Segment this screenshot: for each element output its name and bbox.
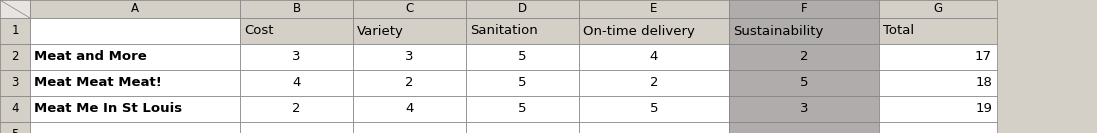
Bar	[730, 122, 879, 133]
Text: Cost: Cost	[244, 24, 273, 38]
Bar	[30, 18, 240, 44]
Bar	[879, 122, 997, 133]
Text: 5: 5	[649, 103, 658, 115]
Bar	[0, 96, 30, 122]
Bar	[879, 44, 997, 70]
Bar	[466, 0, 579, 18]
Bar	[240, 44, 353, 70]
Bar	[879, 96, 997, 122]
Text: 5: 5	[518, 103, 527, 115]
Text: C: C	[406, 3, 414, 16]
Text: Variety: Variety	[357, 24, 404, 38]
Bar	[466, 122, 579, 133]
Bar	[353, 44, 466, 70]
Bar	[30, 70, 240, 96]
Bar	[30, 96, 240, 122]
Bar	[30, 44, 240, 70]
Text: A: A	[131, 3, 139, 16]
Text: 2: 2	[405, 76, 414, 90]
Text: 3: 3	[292, 51, 301, 63]
Bar	[579, 96, 730, 122]
Bar	[353, 70, 466, 96]
Bar	[240, 96, 353, 122]
Bar	[0, 44, 30, 70]
Bar	[353, 0, 466, 18]
Bar	[466, 44, 579, 70]
Bar	[466, 70, 579, 96]
Text: 4: 4	[405, 103, 414, 115]
Bar	[0, 0, 30, 18]
Bar	[579, 44, 730, 70]
Text: 3: 3	[800, 103, 808, 115]
Bar	[240, 0, 353, 18]
Bar	[730, 0, 879, 18]
Bar	[579, 70, 730, 96]
Text: Total: Total	[883, 24, 914, 38]
Bar	[879, 0, 997, 18]
Text: 4: 4	[292, 76, 301, 90]
Bar	[0, 122, 30, 133]
Bar	[879, 70, 997, 96]
Text: 2: 2	[292, 103, 301, 115]
Text: 19: 19	[975, 103, 992, 115]
Bar	[730, 18, 879, 44]
Bar	[466, 18, 579, 44]
Text: F: F	[801, 3, 807, 16]
Text: 4: 4	[649, 51, 658, 63]
Text: 3: 3	[405, 51, 414, 63]
Text: 2: 2	[800, 51, 808, 63]
Bar	[579, 122, 730, 133]
Bar	[0, 70, 30, 96]
Text: 5: 5	[11, 128, 19, 133]
Bar	[730, 44, 879, 70]
Bar	[0, 18, 30, 44]
Text: Meat Meat Meat!: Meat Meat Meat!	[34, 76, 162, 90]
Bar	[240, 122, 353, 133]
Text: Meat Me In St Louis: Meat Me In St Louis	[34, 103, 182, 115]
Text: G: G	[934, 3, 942, 16]
Text: Sanitation: Sanitation	[470, 24, 538, 38]
Text: 4: 4	[11, 103, 19, 115]
Text: 18: 18	[975, 76, 992, 90]
Bar	[30, 122, 240, 133]
Text: 5: 5	[800, 76, 808, 90]
Bar	[353, 96, 466, 122]
Text: On-time delivery: On-time delivery	[583, 24, 694, 38]
Bar	[30, 0, 240, 18]
Text: 5: 5	[518, 76, 527, 90]
Text: 3: 3	[11, 76, 19, 90]
Bar	[353, 122, 466, 133]
Text: 2: 2	[11, 51, 19, 63]
Text: D: D	[518, 3, 527, 16]
Text: Meat and More: Meat and More	[34, 51, 147, 63]
Bar	[730, 70, 879, 96]
Bar	[466, 96, 579, 122]
Bar	[240, 18, 353, 44]
Bar	[579, 18, 730, 44]
Text: 1: 1	[11, 24, 19, 38]
Bar	[353, 18, 466, 44]
Text: E: E	[651, 3, 658, 16]
Text: 2: 2	[649, 76, 658, 90]
Text: Sustainability: Sustainability	[733, 24, 824, 38]
Text: 5: 5	[518, 51, 527, 63]
Bar	[730, 96, 879, 122]
Text: 17: 17	[975, 51, 992, 63]
Bar	[579, 0, 730, 18]
Bar	[879, 18, 997, 44]
Bar	[240, 70, 353, 96]
Text: B: B	[293, 3, 301, 16]
